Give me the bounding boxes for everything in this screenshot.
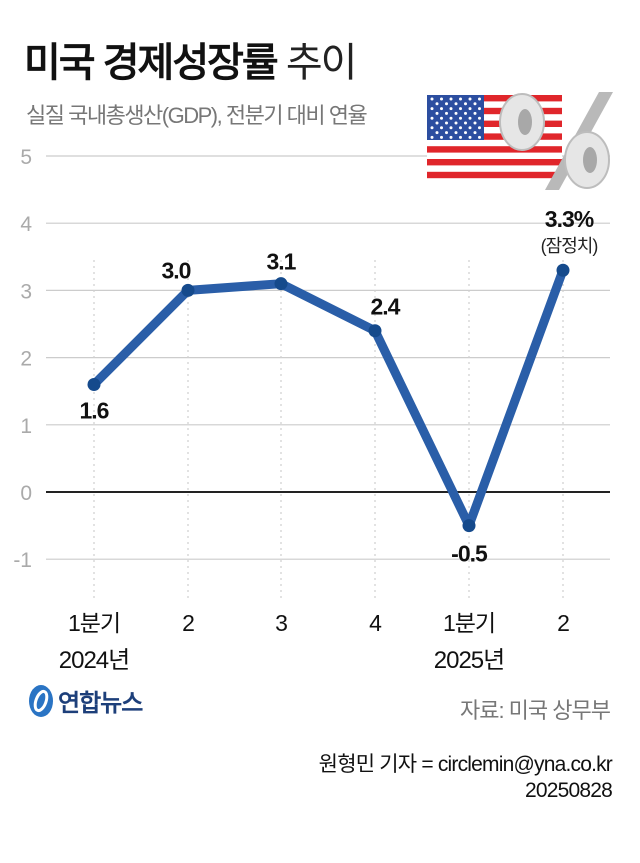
y-axis-ticks: 5 4 3 2 1 0 -1 [13,146,32,572]
x-tick-label: 2 [182,610,194,636]
y-tick-label: 5 [20,146,32,169]
data-point [462,519,476,533]
x-tick-label: 4 [369,610,382,636]
x-axis-ticks: 1분기 2 3 4 1분기 2 2024년 2025년 [59,610,570,674]
yonhap-logo: 연합뉴스 [28,683,143,718]
data-label: 3.1 [267,249,297,275]
us-flag-percent-graphic [427,88,617,193]
credit-block: 원형민 기자 = circlemin@yna.co.kr 20250828 [318,752,613,804]
x-year-label: 2025년 [434,647,504,674]
title-bold: 미국 경제성장률 [24,41,279,85]
category-guides [93,260,564,600]
data-markers [87,263,570,533]
reporter-credit: 원형민 기자 = circlemin@yna.co.kr [318,753,613,776]
x-tick-label: 1분기 [443,610,495,636]
data-label: 2.4 [371,294,401,320]
data-labels: 1.6 3.0 3.1 2.4 -0.5 3.3% (잠정치) [80,206,599,567]
y-tick-label: 4 [20,213,32,236]
data-point [181,283,195,297]
gdp-line [89,265,568,531]
data-label: 3.0 [162,257,191,283]
data-point [368,324,382,338]
y-tick-label: -1 [13,549,32,572]
percent-sign-icon [499,92,613,190]
y-tick-label: 3 [20,280,32,303]
line-chart: 5 4 3 2 1 0 -1 1.6 3.0 3.1 2.4 -0.5 3.3% (잠정치) 1분기 2 3… [13,146,610,674]
x-year-label: 2024년 [59,647,129,674]
source-note: 자료: 미국 상무부 [459,698,611,723]
y-tick-label: 2 [20,348,32,371]
publish-date: 20250828 [524,779,613,802]
chart-subtitle: 실질 국내총생산(GDP), 전분기 대비 연율 [26,103,368,128]
data-label: 3.3% [545,206,594,232]
y-tick-label: 1 [20,415,32,438]
data-label: 1.6 [80,397,109,423]
data-point [556,263,570,277]
gridlines [46,155,610,560]
yonhap-globe-icon [29,684,53,717]
data-point [87,377,101,391]
data-label: -0.5 [451,541,488,567]
provisional-note: (잠정치) [541,236,598,256]
data-point [274,277,288,291]
title-light: 추이 [285,41,358,85]
chart-title: 미국 경제성장률 추이 [24,30,358,88]
x-tick-label: 3 [275,610,287,636]
y-tick-label: 0 [20,482,32,505]
x-tick-label: 1분기 [68,610,120,636]
x-tick-label: 2 [557,610,569,636]
logo-name: 연합뉴스 [58,690,143,717]
